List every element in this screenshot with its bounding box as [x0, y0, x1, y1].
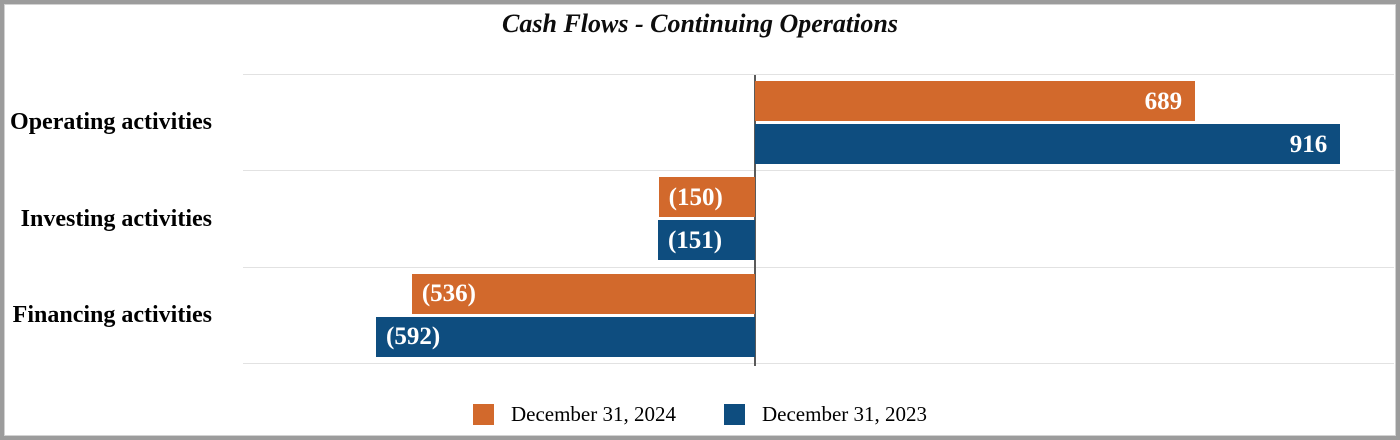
chart-row: (150) (151) — [243, 170, 1394, 266]
bar-value-label: 689 — [1144, 87, 1183, 115]
chart-row: (536) (592) — [243, 266, 1394, 363]
bar-2023: (151) — [657, 220, 755, 261]
legend: December 31, 2024 December 31, 2023 — [4, 400, 1396, 428]
legend-item: December 31, 2023 — [724, 402, 927, 427]
legend-label: December 31, 2023 — [762, 401, 928, 426]
legend-label: December 31, 2024 — [510, 401, 676, 426]
category-label: Operating activities — [10, 108, 212, 135]
bar-value-label: 916 — [1289, 130, 1328, 158]
bar-2024: (150) — [658, 177, 755, 218]
plot-area: 689 916 (150) (151) (536) (592) — [243, 74, 1394, 366]
zero-axis-line — [753, 75, 756, 366]
bar-value-label: (592) — [386, 323, 441, 351]
bar-value-label: (151) — [667, 226, 723, 254]
legend-swatch-icon — [724, 403, 745, 425]
bar-value-label: (536) — [421, 280, 476, 308]
legend-swatch-icon — [472, 403, 494, 425]
chart-row: 689 916 — [243, 75, 1394, 170]
bar-2024: 689 — [754, 81, 1196, 122]
legend-item: December 31, 2024 — [472, 401, 676, 427]
bar-value-label: (150) — [668, 183, 723, 211]
category-label: Financing activities — [12, 302, 212, 329]
category-axis: Operating activities Investing activities… — [4, 74, 243, 364]
bar-2023: (592) — [376, 316, 755, 357]
bar-2023: 916 — [754, 124, 1341, 165]
category-label: Investing activities — [20, 205, 212, 232]
bar-2024: (536) — [411, 273, 755, 314]
chart-title: Cash Flows - Continuing Operations — [502, 9, 898, 38]
